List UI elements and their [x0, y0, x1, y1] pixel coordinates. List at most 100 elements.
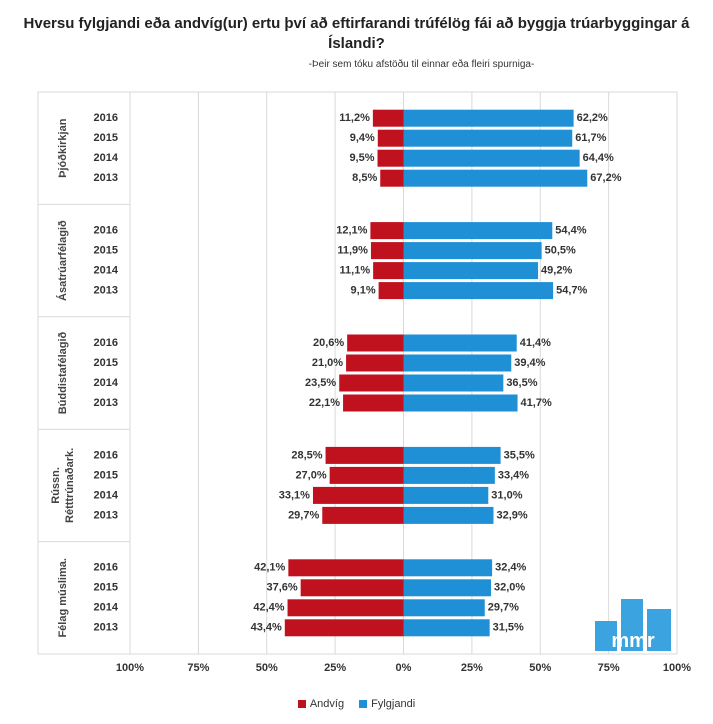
legend-label-andvig: Andvíg — [309, 698, 345, 710]
bar-fylgjandi — [403, 354, 512, 372]
year-label: 2015 — [94, 582, 118, 594]
x-tick-label: 0% — [396, 662, 412, 674]
x-tick-label: 100% — [116, 662, 144, 674]
value-label-fylgjandi: 39,4% — [514, 357, 545, 369]
bar-fylgjandi — [403, 149, 580, 167]
value-label-fylgjandi: 33,4% — [498, 469, 529, 481]
bar-andvig — [380, 169, 404, 187]
year-label: 2014 — [94, 602, 119, 614]
bar-andvig — [346, 354, 404, 372]
legend-item-fylgjandi: Fylgjandi — [359, 698, 415, 710]
bar-fylgjandi — [403, 109, 574, 127]
value-label-fylgjandi: 49,2% — [541, 265, 572, 277]
bar-fylgjandi — [403, 222, 553, 240]
bar-fylgjandi — [403, 374, 504, 392]
value-label-andvig: 20,6% — [313, 337, 344, 349]
bar-fylgjandi — [403, 169, 588, 187]
year-label: 2014 — [94, 489, 119, 501]
bar-andvig — [377, 129, 404, 147]
bar-fylgjandi — [403, 242, 542, 260]
year-label: 2013 — [94, 622, 118, 634]
value-label-fylgjandi: 41,7% — [521, 397, 552, 409]
bar-andvig — [288, 559, 404, 577]
bar-andvig — [377, 149, 404, 167]
value-label-fylgjandi: 32,9% — [496, 509, 527, 521]
value-label-andvig: 12,1% — [336, 225, 367, 237]
bar-fylgjandi — [403, 262, 539, 280]
bar-fylgjandi — [403, 506, 494, 524]
value-label-fylgjandi: 36,5% — [506, 377, 537, 389]
value-label-andvig: 11,2% — [339, 112, 370, 124]
value-label-andvig: 42,4% — [253, 602, 284, 614]
year-label: 2013 — [94, 397, 118, 409]
bar-andvig — [325, 446, 404, 464]
chart-title: Hversu fylgjandi eða andvíg(ur) ertu því… — [23, 15, 690, 52]
bar-andvig — [373, 262, 404, 280]
year-label: 2016 — [94, 225, 118, 237]
year-label: 2016 — [94, 562, 118, 574]
value-label-fylgjandi: 62,2% — [577, 112, 608, 124]
bar-fylgjandi — [403, 559, 493, 577]
year-label: 2014 — [94, 265, 119, 277]
plot-frame — [37, 91, 678, 655]
value-label-andvig: 11,9% — [337, 245, 368, 257]
mmr-logo: mmr — [595, 599, 671, 652]
value-label-andvig: 33,1% — [279, 489, 310, 501]
x-tick-label: 50% — [256, 662, 278, 674]
group-label: Ásatrúarfélagið — [56, 220, 69, 301]
value-label-fylgjandi: 54,4% — [555, 225, 586, 237]
bar-andvig — [343, 394, 404, 412]
value-label-andvig: 9,4% — [350, 132, 375, 144]
bar-fylgjandi — [403, 282, 554, 300]
bar-fylgjandi — [403, 334, 517, 352]
bar-fylgjandi — [403, 394, 518, 412]
value-label-andvig: 11,1% — [340, 265, 371, 277]
bar-andvig — [339, 374, 404, 392]
year-label: 2015 — [94, 469, 118, 481]
group-label: Þjóðkirkjan — [57, 118, 69, 178]
chart-legend: Andvíg Fylgjandi — [0, 698, 713, 710]
logo-block — [647, 609, 671, 651]
group-label: Rétttrúnaðark. — [64, 448, 76, 523]
bar-fylgjandi — [403, 446, 501, 464]
bar-andvig — [329, 466, 404, 484]
bar-andvig — [322, 506, 404, 524]
bar-andvig — [372, 109, 404, 127]
year-label: 2013 — [94, 509, 118, 521]
value-label-fylgjandi: 61,7% — [575, 132, 606, 144]
chart-subtitle: -Þeir sem tóku afstöðu til einnar eða fl… — [308, 59, 535, 70]
value-label-fylgjandi: 29,7% — [488, 602, 519, 614]
year-label: 2015 — [94, 245, 118, 257]
value-label-fylgjandi: 67,2% — [590, 172, 621, 184]
bar-andvig — [300, 579, 404, 597]
year-label: 2015 — [94, 357, 118, 369]
bar-andvig — [370, 222, 404, 240]
bar-andvig — [378, 282, 404, 300]
bar-fylgjandi — [403, 486, 489, 504]
logo-text: mmr — [611, 630, 655, 652]
value-label-andvig: 9,1% — [351, 285, 376, 297]
value-label-andvig: 29,7% — [288, 509, 319, 521]
x-tick-label: 25% — [461, 662, 483, 674]
value-label-andvig: 9,5% — [349, 152, 374, 164]
legend-swatch-fylgjandi — [359, 700, 368, 709]
value-label-fylgjandi: 50,5% — [545, 245, 576, 257]
legend-label-fylgjandi: Fylgjandi — [371, 698, 416, 710]
group-label: Rússn. — [50, 467, 62, 504]
value-label-fylgjandi: 41,4% — [520, 337, 551, 349]
year-label: 2015 — [94, 132, 118, 144]
legend-item-andvig: Andvíg — [297, 698, 345, 710]
year-label: 2014 — [94, 152, 119, 164]
value-label-andvig: 21,0% — [312, 357, 343, 369]
value-label-andvig: 27,0% — [295, 469, 326, 481]
value-label-andvig: 43,4% — [251, 622, 282, 634]
bar-fylgjandi — [403, 619, 490, 637]
bar-fylgjandi — [403, 466, 495, 484]
bar-fylgjandi — [403, 129, 573, 147]
value-label-fylgjandi: 31,5% — [493, 622, 524, 634]
year-label: 2016 — [94, 449, 118, 461]
value-label-andvig: 42,1% — [254, 562, 285, 574]
value-label-fylgjandi: 32,0% — [494, 582, 525, 594]
value-label-andvig: 22,1% — [309, 397, 340, 409]
bar-andvig — [284, 619, 404, 637]
